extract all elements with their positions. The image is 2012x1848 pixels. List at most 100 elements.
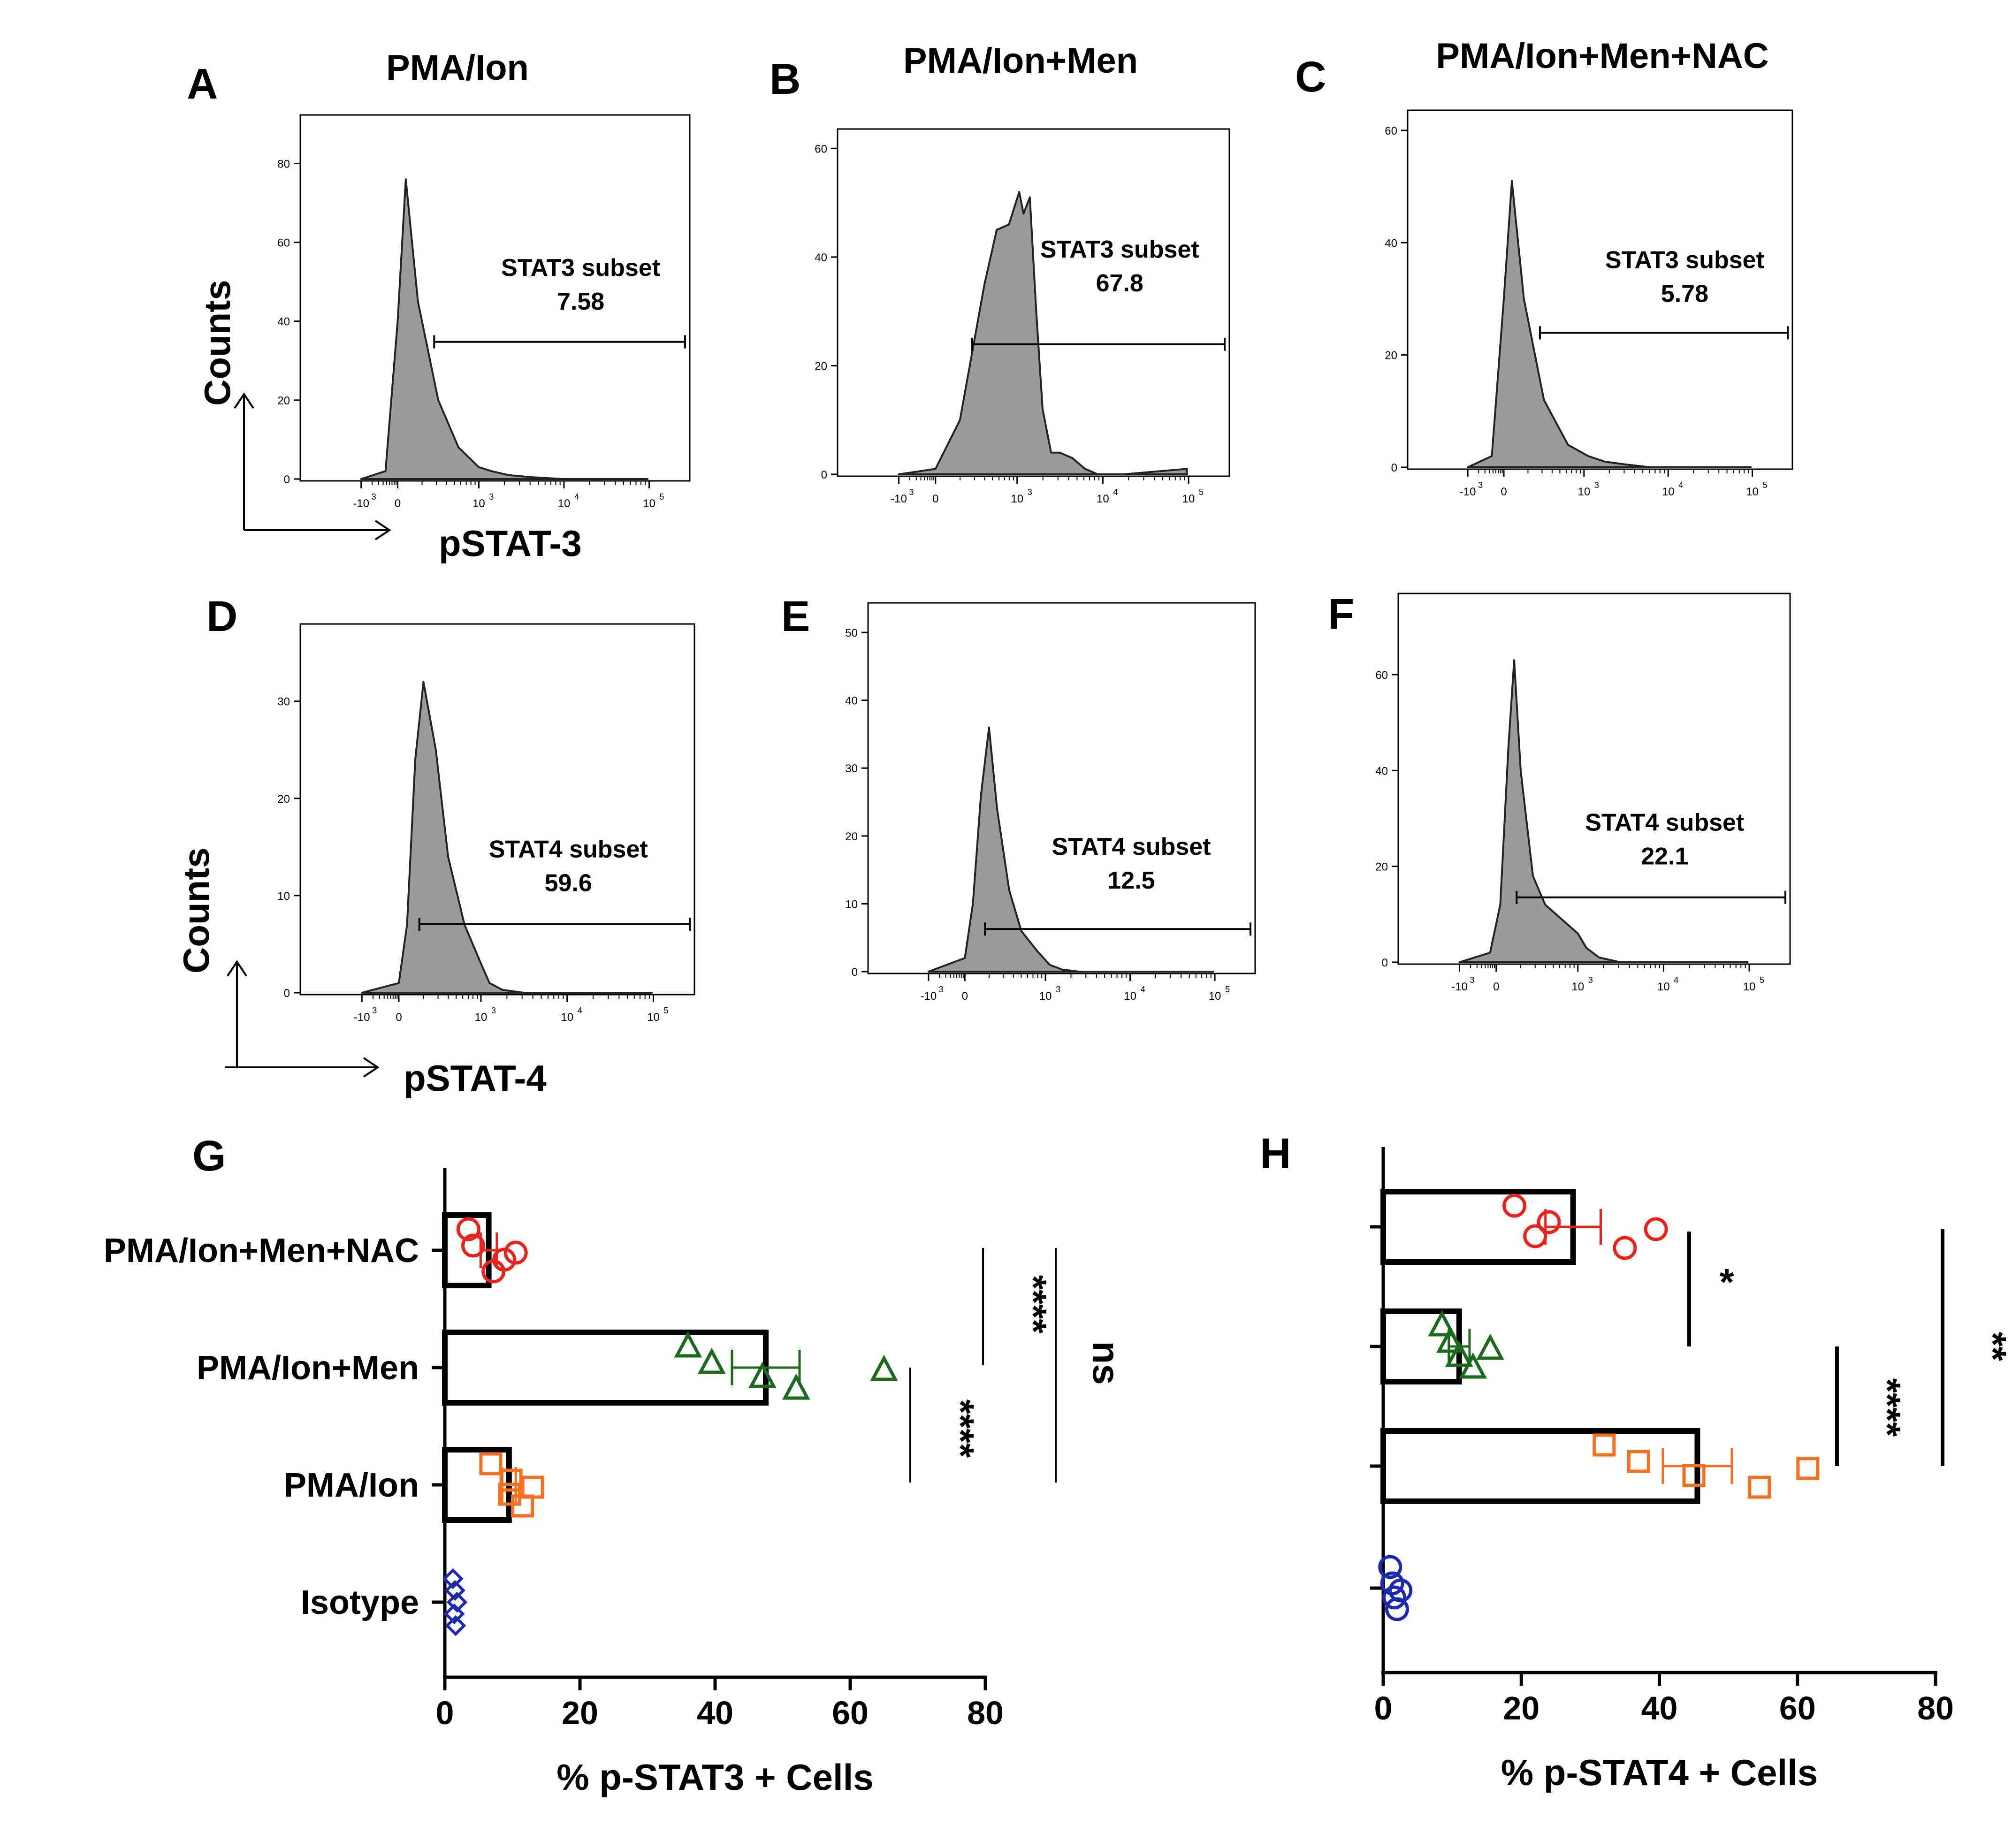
gate-value: 59.6	[545, 870, 592, 897]
gate-value: 5.78	[1661, 281, 1708, 308]
x-tick-label: 10	[1011, 493, 1023, 505]
x-tick-label: 10	[643, 497, 655, 510]
x-tick-label: -10	[1460, 486, 1476, 498]
y-tick-label: 0	[821, 469, 827, 481]
y-tick-label: 0	[284, 473, 290, 486]
x-tick-label: -10	[921, 990, 937, 1003]
data-point	[674, 1331, 702, 1358]
x-tick-exponent: 3	[1478, 480, 1483, 490]
x-tick-label: 0	[395, 497, 401, 510]
gate-name: STAT3 subset	[501, 254, 660, 281]
data-point	[1796, 1457, 1820, 1480]
data-point	[1378, 1555, 1402, 1579]
x-tick-exponent: 4	[1678, 480, 1683, 490]
category-label: PMA/Ion+Men	[197, 1349, 419, 1387]
histogram-curve	[360, 178, 649, 480]
data-point	[697, 1347, 726, 1374]
x-tick-exponent: 4	[578, 1006, 582, 1015]
panel-letter-f: F	[1328, 590, 1354, 638]
y-tick-label: 10	[845, 898, 858, 911]
gate-name: STAT4 subset	[1585, 809, 1744, 837]
data-point	[443, 1603, 465, 1625]
x-tick-exponent: 3	[491, 1006, 496, 1015]
data-point	[442, 1568, 464, 1589]
category-label: Isotype	[301, 1584, 419, 1621]
x-tick-label: 80	[967, 1695, 1004, 1731]
x-tick-exponent: 3	[1028, 487, 1032, 497]
y-tick-label: 40	[1375, 765, 1388, 777]
x-tick-label: 10	[1097, 493, 1109, 505]
row1-counts-label: Counts	[197, 280, 238, 406]
data-point	[444, 1580, 465, 1601]
x-tick-label: 10	[1746, 486, 1759, 498]
x-tick-exponent: 3	[1056, 985, 1060, 994]
col-title-2: PMA/Ion+Men	[903, 41, 1138, 81]
x-tick-label: 10	[1039, 990, 1052, 1003]
x-tick-label: 60	[1779, 1690, 1816, 1726]
col-title-1: PMA/Ion	[386, 48, 529, 88]
data-point	[1613, 1236, 1637, 1260]
x-tick-exponent: 4	[574, 492, 579, 502]
data-point	[445, 1615, 466, 1636]
plot-frame	[1397, 593, 1791, 965]
data-point	[1682, 1464, 1706, 1487]
gate-value: 22.1	[1641, 843, 1688, 870]
x-tick-label: -10	[353, 497, 369, 510]
data-point	[1502, 1194, 1527, 1218]
plot-frame	[1407, 109, 1793, 470]
x-tick-label: 10	[1743, 981, 1756, 993]
y-tick-label: 10	[277, 890, 290, 903]
data-point	[461, 1233, 485, 1258]
data-point	[1428, 1310, 1456, 1337]
significance-label: ****	[1867, 1378, 1908, 1437]
y-tick-label: 20	[1385, 350, 1397, 362]
significance-label: **	[1972, 1332, 2012, 1361]
x-tick-label: 20	[1503, 1690, 1539, 1726]
data-point	[499, 1468, 523, 1492]
data-point	[481, 1259, 506, 1284]
y-tick-label: 0	[284, 987, 290, 1000]
x-tick-exponent: 3	[489, 492, 494, 502]
col-title-3: PMA/Ion+Men+NAC	[1436, 36, 1768, 76]
data-point	[1459, 1352, 1487, 1379]
x-tick-exponent: 5	[660, 492, 664, 502]
x-tick-label: 60	[832, 1695, 869, 1731]
data-point	[498, 1483, 521, 1506]
histogram-curve	[1458, 659, 1749, 963]
data-point	[1523, 1224, 1547, 1248]
data-point	[1445, 1340, 1473, 1367]
x-tick-label: 10	[1209, 990, 1221, 1003]
panel-letter-a: A	[187, 60, 218, 108]
x-tick-label: -10	[1451, 981, 1468, 993]
y-tick-label: 60	[1375, 669, 1388, 682]
plot-frame	[837, 128, 1230, 477]
x-tick-exponent: 5	[1225, 985, 1230, 994]
panel-letter-h: H	[1260, 1130, 1291, 1178]
x-tick-label: 0	[1374, 1690, 1393, 1726]
row2-axis-arrows	[225, 960, 380, 1078]
x-tick-label: 0	[1501, 486, 1507, 498]
x-tick-exponent: 4	[1141, 985, 1145, 994]
gate-value: 67.8	[1096, 270, 1143, 297]
data-point	[1388, 1578, 1413, 1603]
x-tick-exponent: 5	[1763, 480, 1768, 490]
data-point	[1748, 1475, 1771, 1499]
y-tick-label: 0	[1391, 462, 1397, 474]
y-tick-label: 20	[277, 395, 290, 407]
y-tick-label: 30	[845, 762, 858, 775]
x-tick-exponent: 3	[909, 487, 914, 497]
x-tick-label: 10	[475, 1011, 488, 1024]
x-tick-exponent: 3	[1470, 975, 1474, 985]
y-tick-label: 0	[1382, 957, 1388, 969]
x-tick-label: -10	[891, 493, 907, 505]
row2-counts-label: Counts	[175, 847, 217, 973]
data-point	[1627, 1450, 1650, 1473]
gate-name: STAT4 subset	[489, 836, 648, 863]
